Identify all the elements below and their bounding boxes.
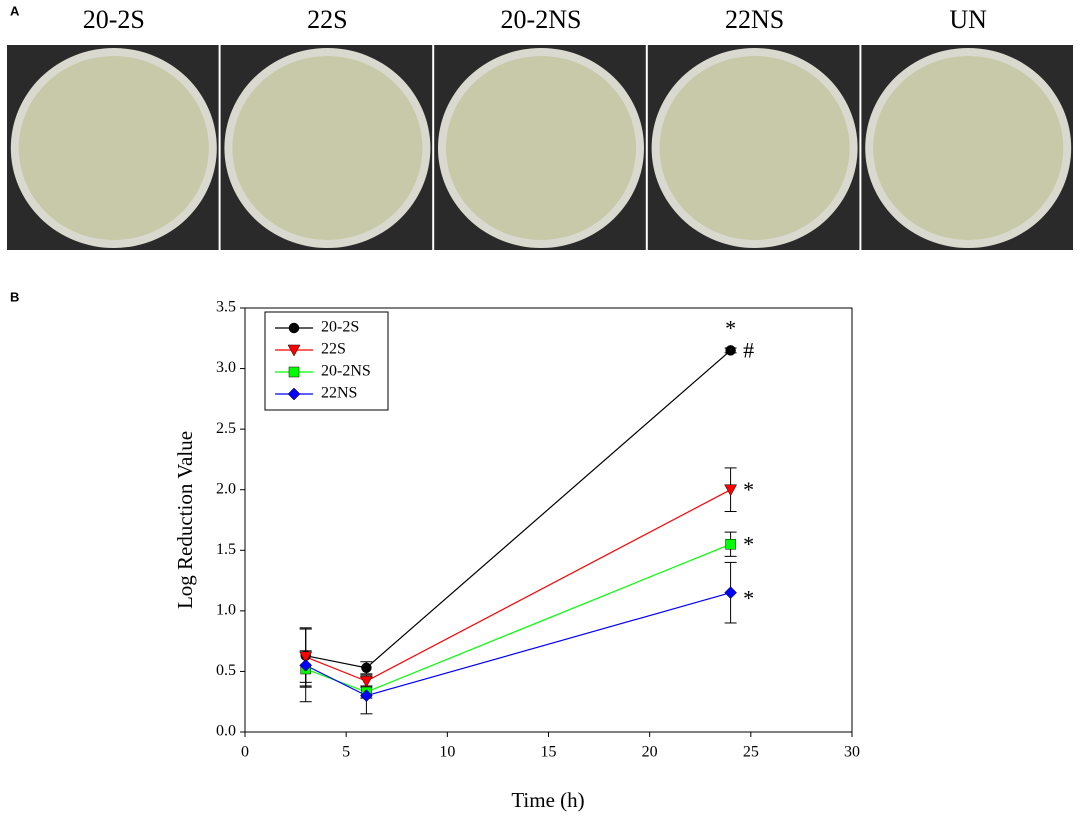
y-tick-label: 2.0	[216, 480, 236, 497]
data-point	[360, 689, 373, 703]
annotation: *	[743, 477, 754, 502]
x-tick-label: 25	[743, 744, 759, 761]
petri-dish-agar	[18, 56, 209, 240]
plate-label: 20-2NS	[501, 5, 582, 34]
annotation: #	[743, 337, 754, 362]
x-tick-label: 20	[642, 744, 658, 761]
panel-label: A	[10, 3, 20, 18]
legend-marker	[288, 366, 300, 378]
legend-label: 22NS	[321, 385, 357, 402]
data-point	[299, 651, 313, 664]
data-point	[725, 538, 736, 550]
plate-label: 22NS	[725, 5, 784, 34]
x-tick-label: 5	[342, 744, 350, 761]
x-axis-label: Time (h)	[511, 788, 584, 812]
y-tick-label: 0.5	[216, 662, 236, 679]
y-tick-label: 0.0	[216, 723, 236, 740]
legend-label: 20-2NS	[321, 363, 371, 380]
y-tick-label: 3.0	[216, 359, 236, 376]
y-tick-label: 1.5	[216, 541, 236, 558]
x-tick-label: 10	[439, 744, 455, 761]
plate-label: 20-2S	[83, 5, 145, 34]
y-axis-label: Log Reduction Value	[173, 431, 197, 609]
data-point	[724, 484, 738, 497]
y-tick-label: 1.0	[216, 602, 236, 619]
legend-marker	[288, 322, 300, 334]
x-tick-label: 0	[241, 744, 249, 761]
data-point	[725, 345, 736, 356]
petri-dish-agar	[446, 56, 636, 240]
x-tick-label: 30	[844, 744, 860, 761]
annotation: *	[743, 586, 754, 611]
petri-dish-agar	[232, 56, 423, 240]
plate-label: UN	[949, 5, 987, 34]
data-point	[359, 675, 373, 688]
data-point	[724, 586, 737, 600]
legend-label: 20-2S	[321, 319, 359, 336]
petri-dish-agar	[873, 56, 1064, 240]
plate-label: 22S	[307, 5, 347, 34]
data-point	[299, 659, 313, 672]
data-point	[361, 662, 372, 674]
legend-marker	[287, 387, 301, 401]
petri-dish-agar	[659, 56, 850, 240]
annotation: *	[725, 315, 736, 340]
legend-label: 22S	[321, 341, 346, 358]
x-tick-label: 15	[541, 744, 557, 761]
panel-label: B	[10, 289, 19, 304]
y-tick-label: 2.5	[216, 420, 236, 437]
y-tick-label: 3.5	[216, 299, 236, 316]
annotation: *	[743, 531, 754, 556]
legend-marker	[287, 344, 301, 357]
